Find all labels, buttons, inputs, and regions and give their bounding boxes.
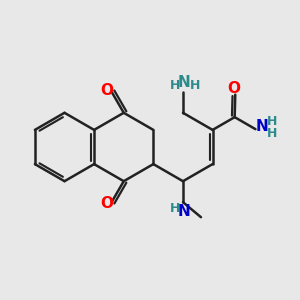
Text: N: N [178, 75, 191, 90]
Text: O: O [227, 81, 240, 96]
Text: H: H [169, 202, 180, 215]
Text: O: O [100, 196, 113, 211]
Text: O: O [100, 83, 113, 98]
Text: H: H [267, 127, 277, 140]
Text: H: H [190, 79, 200, 92]
Text: H: H [267, 115, 277, 128]
Text: H: H [169, 79, 180, 92]
Text: N: N [178, 204, 191, 219]
Text: N: N [256, 119, 268, 134]
